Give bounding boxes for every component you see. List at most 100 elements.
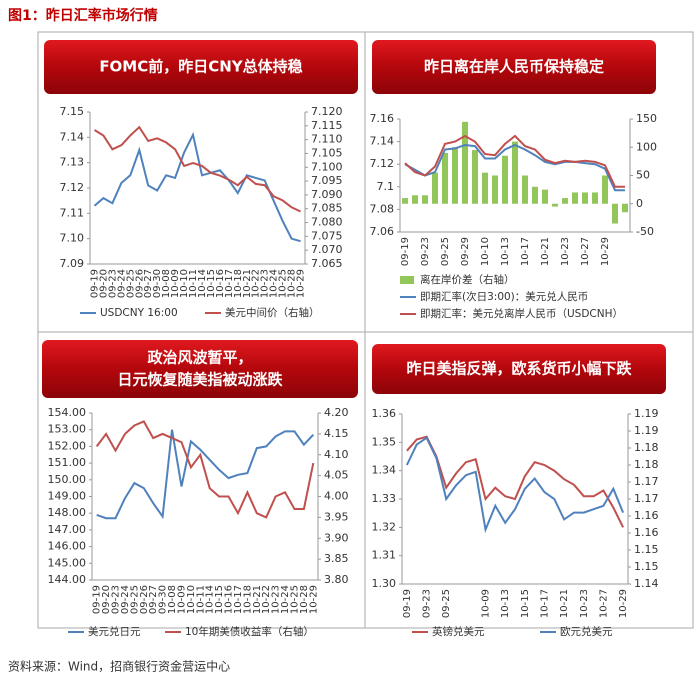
x-tick-label: 09-25 <box>129 585 140 614</box>
bar <box>582 192 588 204</box>
tick-label: 1.19 <box>634 424 659 437</box>
tick-label: 1.36 <box>372 407 397 420</box>
x-tick-label: 10-22 <box>251 269 262 298</box>
source-note: 资料来源：Wind，招商银行资金营运中心 <box>8 659 230 674</box>
tick-label: 1.18 <box>634 458 659 471</box>
line-series <box>95 420 315 519</box>
legend-label: 10年期美债收益率（右轴） <box>185 625 314 638</box>
bar <box>402 198 408 204</box>
x-tick-label: 09-23 <box>420 237 431 266</box>
x-tick-label: 09-20 <box>98 269 109 298</box>
tick-label: 3.80 <box>324 573 349 586</box>
tick-label: 7.1 <box>377 180 395 193</box>
x-tick-label: 10-16 <box>215 269 226 298</box>
x-tick-label: 09-24 <box>116 269 127 298</box>
tick-label: 144.00 <box>48 573 87 586</box>
x-tick-label: 10-14 <box>205 585 216 614</box>
tick-label: 7.075 <box>311 229 343 242</box>
tick-label: 150.00 <box>48 473 87 486</box>
tick-label: 7.090 <box>311 188 343 201</box>
x-tick-label: 10-18 <box>233 269 244 298</box>
x-tick-label: 10-21 <box>252 585 263 614</box>
bar <box>482 172 488 204</box>
x-tick-label: 09-25 <box>440 237 451 266</box>
bar <box>552 203 558 207</box>
chart-title: 政治风波暂平， <box>147 349 252 367</box>
x-tick-label: 09-25 <box>441 589 452 618</box>
line-series <box>404 143 625 192</box>
tick-label: 1.31 <box>372 549 397 562</box>
tick-label: 7.085 <box>311 202 343 215</box>
line-series <box>404 134 625 188</box>
tick-label: 7.09 <box>60 257 85 270</box>
legend-label: 即期汇率(次日3:00)：美元兑人民币 <box>420 290 588 303</box>
tick-label: 7.10 <box>60 232 85 245</box>
legend-label: 离在岸价差（右轴） <box>420 273 515 286</box>
x-tick-label: 10-29 <box>618 589 629 618</box>
title-banner <box>372 344 666 394</box>
tick-label: 7.095 <box>311 174 343 187</box>
tick-label: 0 <box>636 197 643 210</box>
x-tick-label: 10-10 <box>186 585 197 614</box>
chart-title: 昨日离在岸人民币保持稳定 <box>424 58 604 76</box>
legend-swatch <box>400 276 414 284</box>
x-tick-label: 10-14 <box>197 269 208 298</box>
tick-label: 50 <box>636 169 650 182</box>
legend-label: 美元中间价（右轴） <box>225 306 320 319</box>
tick-label: 148.00 <box>48 506 87 519</box>
legend-label: 即期汇率：美元兑离岸人民币（USDCNH） <box>420 307 623 320</box>
tick-label: 7.14 <box>60 130 85 143</box>
bar <box>622 203 628 213</box>
tick-label: 146.00 <box>48 540 87 553</box>
bar <box>442 152 448 204</box>
x-tick-label: 10-27 <box>580 237 591 266</box>
tick-label: 7.105 <box>311 146 343 159</box>
legend-label: 英镑兑美元 <box>432 625 485 638</box>
tick-label: 154.00 <box>48 406 87 419</box>
x-tick-label: 09-19 <box>89 269 100 298</box>
bar <box>492 175 498 204</box>
x-tick-label: 10-13 <box>500 589 511 618</box>
x-tick-label: 10-11 <box>195 585 206 614</box>
bar <box>602 175 608 204</box>
x-tick-label: 09-26 <box>134 269 145 298</box>
bar <box>422 195 428 204</box>
tick-label: 153.00 <box>48 423 87 436</box>
tick-label: 7.13 <box>60 156 85 169</box>
title-banner <box>44 40 358 94</box>
x-tick-label: 10-11 <box>188 269 199 298</box>
x-tick-label: 10-28 <box>299 585 310 614</box>
tick-label: -50 <box>636 225 654 238</box>
x-tick-label: 10-17 <box>233 585 244 614</box>
bar <box>452 147 458 204</box>
tick-label: 4.05 <box>324 469 349 482</box>
x-tick-label: 10-10 <box>179 269 190 298</box>
tick-label: 1.19 <box>634 407 659 420</box>
x-tick-label: 09-27 <box>143 269 154 298</box>
tick-label: 1.17 <box>634 492 659 505</box>
tick-label: 1.17 <box>634 475 659 488</box>
figure-title: 图1：昨日汇率市场行情 <box>8 7 158 24</box>
tick-label: 7.110 <box>311 133 343 146</box>
x-tick-label: 10-27 <box>598 589 609 618</box>
tick-label: 7.11 <box>60 206 85 219</box>
tick-label: 7.12 <box>370 157 395 170</box>
tick-label: 7.065 <box>311 257 343 270</box>
x-tick-label: 10-17 <box>539 589 550 618</box>
x-tick-label: 10-08 <box>161 269 172 298</box>
x-tick-label: 10-16 <box>224 585 235 614</box>
x-tick-label: 10-15 <box>520 589 531 618</box>
tick-label: 4.10 <box>324 448 349 461</box>
tick-label: 1.30 <box>372 577 397 590</box>
x-tick-label: 10-09 <box>170 269 181 298</box>
tick-label: 1.15 <box>634 543 659 556</box>
x-tick-label: 10-21 <box>242 269 253 298</box>
tick-label: 100 <box>636 140 657 153</box>
x-tick-label: 10-09 <box>481 589 492 618</box>
x-tick-label: 10-15 <box>206 269 217 298</box>
x-tick-label: 10-17 <box>520 237 531 266</box>
tick-label: 7.06 <box>370 225 395 238</box>
x-tick-label: 09-23 <box>107 269 118 298</box>
x-tick-label: 10-22 <box>261 585 272 614</box>
